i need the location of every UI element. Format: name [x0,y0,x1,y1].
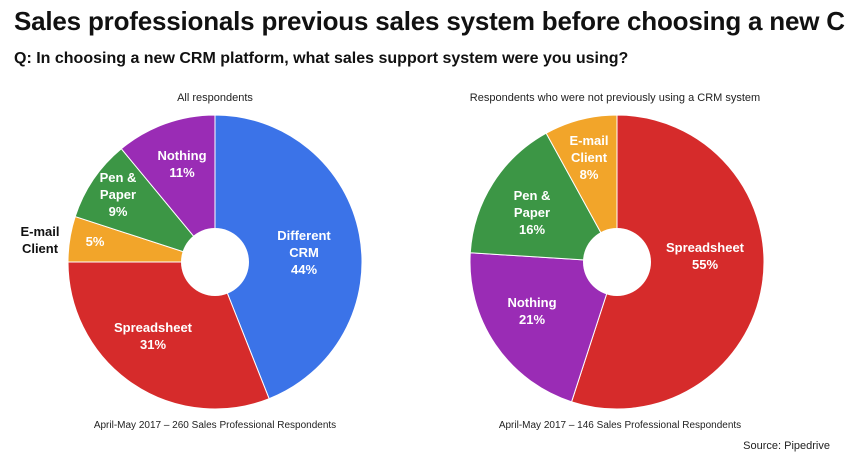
chart-2-slice-pen-paper [469,132,618,263]
chart-2-slice-nothing [469,252,618,403]
page-title: Sales professionals previous sales syste… [14,6,846,36]
chart-2-slice-e-mail-client [545,114,618,263]
chart-1-donut-hole [181,228,249,296]
chart-1-slice-pen-paper [74,148,217,264]
survey-question: Q: In choosing a new CRM platform, what … [14,50,629,67]
chart-2-label-pen-paper: Pen & Paper 16% [514,188,551,237]
chart-1-outside-label-e-mail-client: E-mail Client [20,224,59,256]
chart-1-label-nothing: Nothing 11% [157,148,206,180]
chart-2-label-e-mail-client: E-mail Client 8% [569,133,608,182]
chart-1-label-pen-paper: Pen & Paper 9% [100,170,137,219]
chart-1-label-different-crm: Different CRM 44% [277,228,331,277]
chart-2-slice-spreadsheet [570,114,765,410]
chart-1-slice-different-crm [214,114,363,400]
chart-1-footnote: April-May 2017 – 260 Sales Professional … [93,420,337,431]
chart-2-title: Respondents who were not previously usin… [469,92,761,104]
chart-2-label-nothing: Nothing 21% [507,295,556,327]
chart-1-slice-nothing [120,114,216,264]
chart-1-slice-spreadsheet [67,261,270,410]
chart-2-footnote: April-May 2017 – 146 Sales Professional … [498,420,742,431]
chart-1-label-e-mail-client: 5% [86,234,105,249]
chart-1-title: All respondents [177,92,253,104]
chart-2-donut-hole [583,228,651,296]
chart-1-label-spreadsheet: Spreadsheet 31% [114,320,193,352]
chart-2-label-spreadsheet: Spreadsheet 55% [666,240,745,272]
source-note: Source: Pipedrive [743,440,830,452]
